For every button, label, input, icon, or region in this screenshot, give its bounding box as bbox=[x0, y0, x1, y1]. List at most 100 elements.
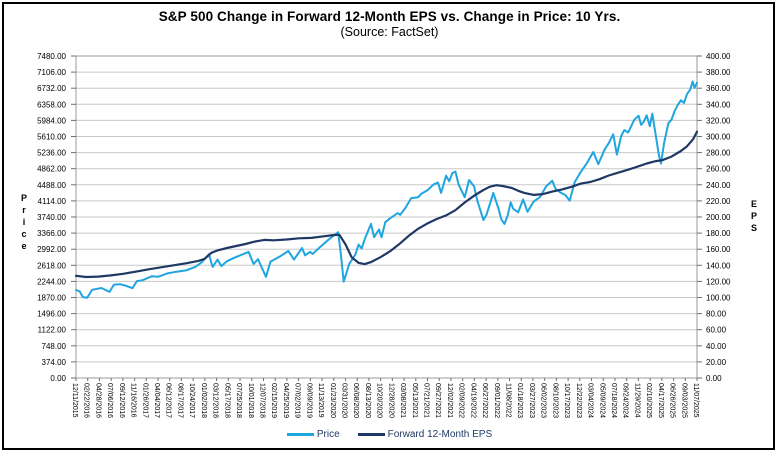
right-axis-tick-label: 300.00 bbox=[706, 133, 731, 142]
left-axis-tick-label: 6358.00 bbox=[37, 100, 66, 109]
x-axis-tick-label: 08/13/2020 bbox=[364, 383, 371, 418]
x-axis-tick-label: 05/17/2018 bbox=[223, 383, 230, 418]
x-axis-tick-label: 11/07/2025 bbox=[692, 383, 699, 418]
left-axis-tick-label: 5984.00 bbox=[37, 116, 66, 125]
y-gridlines bbox=[76, 71, 697, 363]
x-axis-tick-label: 07/06/2016 bbox=[106, 383, 113, 418]
left-axis-tick-label: 374.00 bbox=[42, 358, 67, 367]
right-axis-tick-label: 340.00 bbox=[706, 100, 731, 109]
left-axis-tick-label: 7480.00 bbox=[37, 52, 66, 61]
right-axis-tick-label: 200.00 bbox=[706, 213, 731, 222]
x-axis-tick-label: 09/27/2021 bbox=[434, 383, 441, 418]
x-axis-tick-label: 11/08/2022 bbox=[505, 383, 512, 418]
left-axis-tick-label: 1496.00 bbox=[37, 310, 66, 319]
legend-item-eps: Forward 12-Month EPS bbox=[357, 429, 492, 440]
left-axis-tick-label: 4114.00 bbox=[38, 197, 67, 206]
left-axis-title: P r i c e bbox=[20, 193, 27, 251]
legend: Price Forward 12-Month EPS bbox=[0, 429, 779, 440]
x-axis-tick-label: 03/04/2024 bbox=[587, 383, 594, 418]
x-axis-tick-label: 04/04/2017 bbox=[153, 383, 160, 418]
left-axis-tick-label: 0.00 bbox=[50, 374, 66, 383]
x-axis-tick-label: 10/20/2020 bbox=[376, 383, 383, 418]
right-axis-tick-label: 260.00 bbox=[706, 165, 731, 174]
left-axis-tick-label: 2992.00 bbox=[37, 245, 66, 254]
right-axis-tick-label: 100.00 bbox=[706, 294, 731, 303]
x-axis-tick-label: 06/12/2017 bbox=[165, 383, 172, 418]
eps-line-swatch bbox=[357, 433, 385, 436]
x-axis-tick-label: 03/31/2020 bbox=[341, 383, 348, 418]
x-axis-tick-label: 03/27/2023 bbox=[528, 383, 535, 418]
x-axis-tick-label: 08/10/2023 bbox=[551, 383, 558, 418]
x-axis-tick-label: 06/26/2025 bbox=[669, 383, 676, 418]
x-axis-tick-label: 01/18/2023 bbox=[516, 383, 523, 418]
x-axis-tick-label: 04/19/2022 bbox=[469, 383, 476, 418]
right-axis-title: E P S bbox=[750, 199, 757, 233]
x-axis-tick-label: 07/21/2021 bbox=[423, 383, 430, 418]
right-axis-tick-label: 280.00 bbox=[706, 149, 731, 158]
left-axis-tick-label: 748.00 bbox=[42, 342, 67, 351]
left-axis-ticks: 7480.00 7106.00 6732.00 6358.00 5984.00 5610.… bbox=[37, 52, 76, 383]
right-axis-tick-label: 40.00 bbox=[706, 342, 727, 351]
x-axis-tick-label: 02/15/2019 bbox=[270, 383, 277, 418]
price-line bbox=[75, 80, 698, 299]
right-axis-tick-label: 180.00 bbox=[706, 229, 731, 238]
legend-item-price: Price bbox=[286, 429, 340, 440]
x-axis-labels: 12/11/2015 02/22/2016 04/28/2016 07/06/2016… bbox=[71, 378, 699, 418]
x-axis-tick-label: 12/07/2018 bbox=[259, 383, 266, 418]
x-axis-tick-label: 01/23/2020 bbox=[329, 383, 336, 418]
x-axis-tick-label: 05/09/2024 bbox=[598, 383, 605, 418]
chart-subtitle: (Source: FactSet) bbox=[340, 25, 439, 39]
right-axis-tick-label: 120.00 bbox=[706, 277, 731, 286]
x-axis-tick-label: 07/02/2019 bbox=[294, 383, 301, 418]
legend-label-price: Price bbox=[316, 429, 340, 440]
x-axis-tick-label: 12/28/2020 bbox=[387, 383, 394, 418]
price-line-swatch bbox=[286, 433, 314, 436]
right-axis-tick-label: 380.00 bbox=[706, 68, 731, 77]
x-axis-tick-label: 10/01/2018 bbox=[247, 383, 254, 418]
left-axis-tick-label: 2244.00 bbox=[37, 277, 66, 286]
x-axis-tick-label: 06/27/2022 bbox=[481, 383, 488, 418]
x-axis-tick-label: 11/16/2016 bbox=[130, 383, 137, 418]
left-axis-tick-label: 2618.00 bbox=[37, 261, 66, 270]
right-axis-tick-label: 20.00 bbox=[706, 358, 727, 367]
chart-title: S&P 500 Change in Forward 12-Month EPS v… bbox=[158, 9, 621, 24]
left-axis-tick-label: 5236.00 bbox=[37, 149, 66, 158]
right-axis-tick-label: 0.00 bbox=[706, 374, 722, 383]
x-axis-tick-label: 07/18/2024 bbox=[610, 383, 617, 418]
right-axis-tick-label: 240.00 bbox=[706, 181, 731, 190]
left-axis-tick-label: 4862.00 bbox=[37, 165, 66, 174]
left-axis-tick-label: 7106.00 bbox=[37, 68, 66, 77]
x-axis-tick-label: 04/28/2016 bbox=[94, 383, 101, 418]
x-axis-tick-label: 09/01/2022 bbox=[493, 383, 500, 418]
x-axis-tick-label: 09/09/2019 bbox=[305, 383, 312, 418]
right-axis-tick-label: 400.00 bbox=[706, 52, 731, 61]
left-axis-tick-label: 6732.00 bbox=[37, 84, 66, 93]
x-axis-tick-label: 11/13/2019 bbox=[317, 383, 324, 418]
x-axis-tick-label: 10/17/2023 bbox=[563, 383, 570, 418]
x-axis-tick-label: 12/11/2015 bbox=[71, 383, 78, 418]
left-axis-tick-label: 1122.00 bbox=[38, 326, 67, 335]
right-axis-tick-label: 80.00 bbox=[706, 310, 727, 319]
x-axis-tick-label: 06/08/2020 bbox=[352, 383, 359, 418]
x-axis-tick-label: 01/26/2017 bbox=[141, 383, 148, 418]
x-axis-tick-label: 02/22/2016 bbox=[83, 383, 90, 418]
x-axis-tick-label: 01/02/2018 bbox=[200, 383, 207, 418]
left-axis-tick-label: 3740.00 bbox=[37, 213, 66, 222]
x-axis-tick-label: 04/25/2019 bbox=[282, 383, 289, 418]
x-axis-tick-label: 02/10/2025 bbox=[645, 383, 652, 418]
left-axis-tick-label: 1870.00 bbox=[37, 294, 66, 303]
right-axis-tick-label: 140.00 bbox=[706, 261, 731, 270]
x-axis-tick-label: 02/09/2022 bbox=[458, 383, 465, 418]
x-axis-tick-label: 09/12/2016 bbox=[118, 383, 125, 418]
x-axis-tick-label: 06/02/2023 bbox=[540, 383, 547, 418]
x-axis-tick-label: 03/12/2018 bbox=[212, 383, 219, 418]
right-axis-ticks: 400.00 380.00 360.00 340.00 320.00 300.00 280.… bbox=[697, 52, 731, 383]
x-axis-tick-label: 10/24/2017 bbox=[188, 383, 195, 418]
x-axis-tick-label: 03/08/2021 bbox=[399, 383, 406, 418]
x-axis-tick-label: 11/29/2024 bbox=[633, 383, 640, 418]
x-axis-tick-label: 08/17/2017 bbox=[177, 383, 184, 418]
left-axis-tick-label: 4488.00 bbox=[37, 181, 66, 190]
